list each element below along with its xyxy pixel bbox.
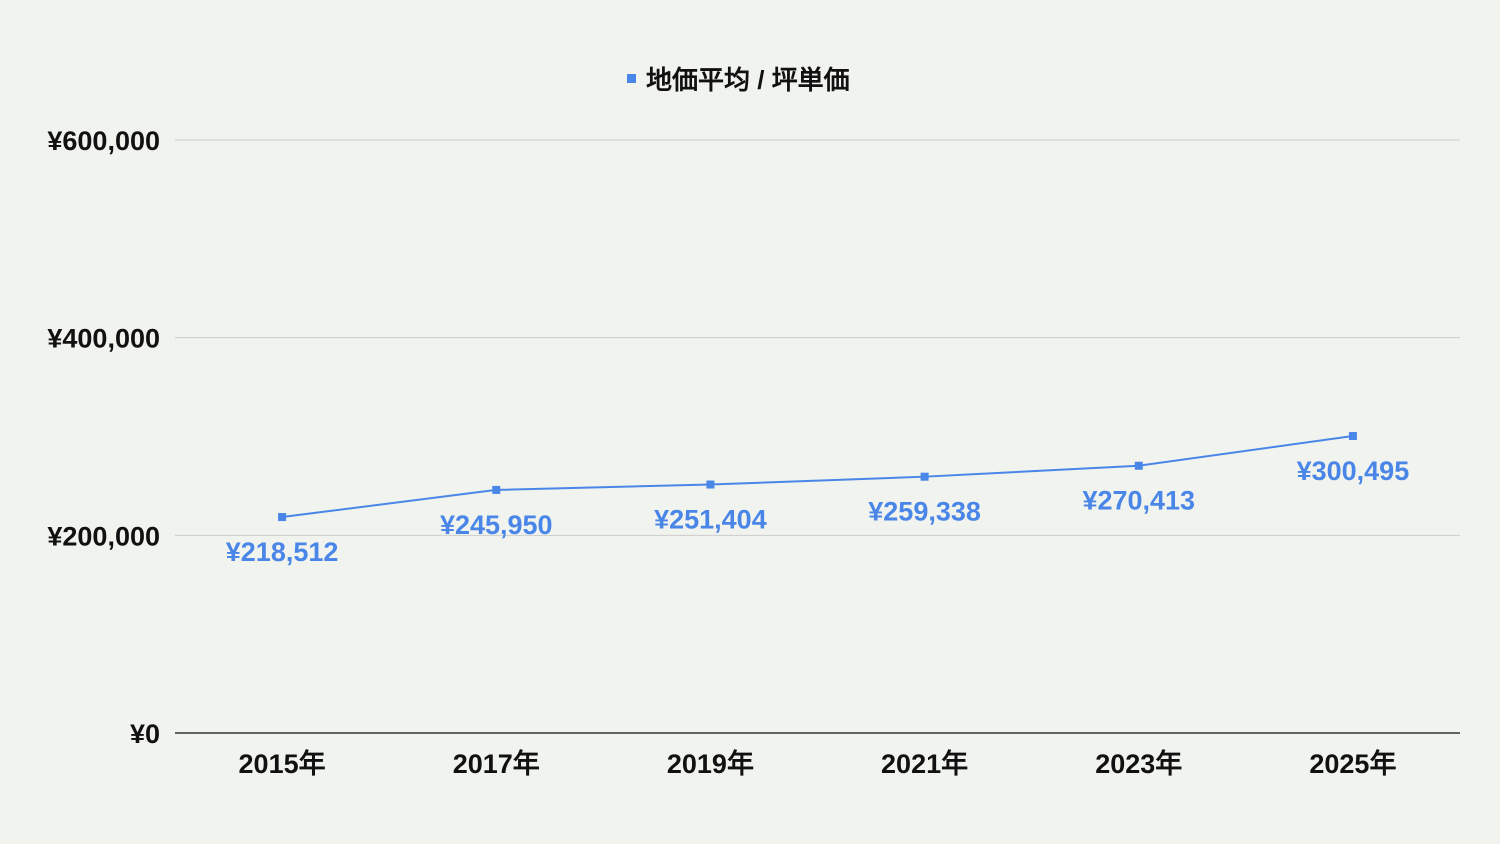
x-tick-label: 2023年	[1095, 748, 1182, 779]
x-tick-label: 2021年	[881, 748, 968, 779]
data-point	[1348, 432, 1357, 441]
data-label: ¥300,495	[1297, 456, 1410, 486]
y-tick-label: ¥400,000	[47, 324, 160, 354]
series-layer	[278, 432, 1357, 522]
legend-label: 地価平均 / 坪単価	[646, 65, 850, 95]
x-tick-label: 2017年	[453, 748, 540, 779]
x-tick-label: 2019年	[667, 748, 754, 779]
x-tick-label: 2015年	[239, 748, 326, 779]
y-tick-label: ¥600,000	[47, 126, 160, 156]
data-label: ¥259,338	[868, 497, 981, 527]
y-tick-label: ¥200,000	[47, 521, 160, 551]
data-label: ¥245,950	[440, 510, 553, 540]
x-tick-label: 2025年	[1309, 748, 1396, 779]
data-label: ¥218,512	[226, 537, 339, 567]
data-label: ¥270,413	[1082, 486, 1195, 516]
y-axis-tick-labels: ¥0 ¥200,000 ¥400,000 ¥600,000	[47, 126, 160, 749]
legend: 地価平均 / 坪単価	[627, 65, 850, 95]
series-line	[281, 435, 1354, 519]
data-point	[492, 485, 501, 494]
data-point	[920, 472, 929, 481]
data-labels: ¥218,512 ¥245,950 ¥251,404 ¥259,338 ¥270,413…	[226, 456, 1409, 567]
grid-lines	[175, 139, 1460, 734]
data-point	[1134, 461, 1143, 470]
y-tick-label: ¥0	[130, 719, 160, 749]
data-label: ¥251,404	[654, 505, 767, 535]
data-point	[278, 513, 287, 522]
x-axis-tick-labels: 2015年 2017年 2019年 2021年 2023年 2025年	[239, 748, 1397, 779]
data-point	[706, 480, 715, 489]
legend-swatch	[627, 74, 636, 83]
